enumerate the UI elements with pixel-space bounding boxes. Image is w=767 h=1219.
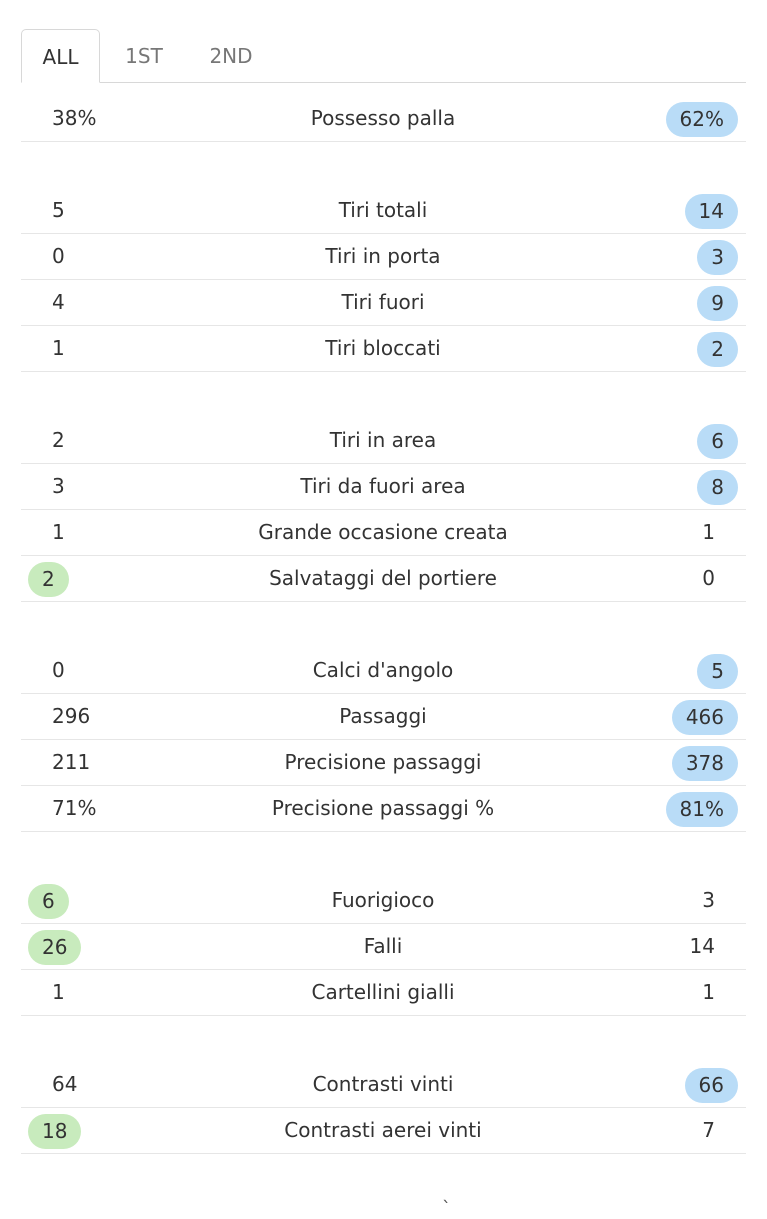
group-spacer	[21, 372, 746, 418]
stat-row: 5 Tiri totali 14	[21, 188, 746, 234]
home-value: 2	[52, 428, 65, 452]
home-value: 1	[52, 336, 65, 360]
stat-row: 0 Tiri in porta 3	[21, 234, 746, 280]
tab-2nd[interactable]: 2ND	[209, 44, 253, 68]
stat-row: 1 Grande occasione creata 1	[21, 510, 746, 556]
stat-label: Possesso palla	[310, 106, 456, 130]
group-spacer	[21, 142, 746, 188]
stat-label: Tiri bloccati	[325, 336, 441, 360]
away-value: 1	[702, 980, 715, 1004]
away-value: 8	[697, 470, 738, 505]
stat-label: Tiri totali	[338, 198, 428, 222]
tab-all[interactable]: ALL	[21, 29, 100, 83]
home-value: 18	[28, 1114, 82, 1149]
group-spacer	[21, 1016, 746, 1062]
away-value: 378	[671, 746, 738, 781]
home-value: 71%	[52, 796, 97, 820]
stat-row: 38% Possesso palla 62%	[21, 96, 746, 142]
stat-label: Grande occasione creata	[258, 520, 508, 544]
away-value: 2	[697, 332, 738, 367]
stat-row: 3 Tiri da fuori area 8	[21, 464, 746, 510]
stat-label: Tiri in porta	[325, 244, 441, 268]
stat-label: Tiri fuori	[341, 290, 425, 314]
home-value: 64	[52, 1072, 78, 1096]
away-value: 3	[702, 888, 715, 912]
stat-row: 2 Salvataggi del portiere 0	[21, 556, 746, 602]
group-spacer	[21, 602, 746, 648]
away-value: 14	[689, 934, 715, 958]
away-value: 6	[697, 424, 738, 459]
stat-row: 1 Cartellini gialli 1	[21, 970, 746, 1016]
home-value: 4	[52, 290, 65, 314]
away-value: 1	[702, 520, 715, 544]
home-value: 5	[52, 198, 65, 222]
stat-label: Precisione passaggi	[284, 750, 482, 774]
away-value: 14	[684, 194, 738, 229]
stat-row: 4 Tiri fuori 9	[21, 280, 746, 326]
stat-row: 64 Contrasti vinti 66	[21, 1062, 746, 1108]
tab-1st[interactable]: 1ST	[125, 44, 163, 68]
stat-row: 211 Precisione passaggi 378	[21, 740, 746, 786]
away-value: 466	[671, 700, 738, 735]
home-value: 296	[52, 704, 91, 728]
stat-row: 26 Falli 14	[21, 924, 746, 970]
home-value: 0	[52, 244, 65, 268]
away-value: 66	[684, 1068, 738, 1103]
period-tabs: ALL 1ST 2ND	[21, 29, 746, 83]
stat-label: Calci d'angolo	[312, 658, 454, 682]
stat-row: 296 Passaggi 466	[21, 694, 746, 740]
home-value: 1	[52, 520, 65, 544]
stat-label: Contrasti vinti	[312, 1072, 454, 1096]
home-value: 26	[28, 930, 82, 965]
stat-label: Precisione passaggi %	[271, 796, 495, 820]
away-value: 0	[702, 566, 715, 590]
stat-row: 1 Tiri bloccati 2	[21, 326, 746, 372]
home-value: 3	[52, 474, 65, 498]
away-value: 5	[697, 654, 738, 689]
home-value: 6	[28, 884, 69, 919]
away-value: 81%	[665, 792, 738, 827]
home-value: 0	[52, 658, 65, 682]
stat-row: 2 Tiri in area 6	[21, 418, 746, 464]
stat-label: Salvataggi del portiere	[269, 566, 497, 590]
home-value: 211	[52, 750, 91, 774]
stat-row: 0 Calci d'angolo 5	[21, 648, 746, 694]
stat-label: Contrasti aerei vinti	[284, 1118, 482, 1142]
stat-label: Passaggi	[339, 704, 427, 728]
away-value: 7	[702, 1118, 715, 1142]
bottom-mark: `	[442, 1198, 451, 1219]
away-value: 9	[697, 286, 738, 321]
stat-label: Tiri da fuori area	[300, 474, 466, 498]
home-value: 1	[52, 980, 65, 1004]
stat-label: Cartellini gialli	[311, 980, 455, 1004]
stat-label: Falli	[363, 934, 403, 958]
stat-label: Tiri in area	[329, 428, 437, 452]
away-value: 3	[697, 240, 738, 275]
stat-row: 71% Precisione passaggi % 81%	[21, 786, 746, 832]
home-value: 2	[28, 562, 69, 597]
stat-row: 6 Fuorigioco 3	[21, 878, 746, 924]
stat-label: Fuorigioco	[331, 888, 435, 912]
away-value: 62%	[665, 102, 738, 137]
home-value: 38%	[52, 106, 97, 130]
group-spacer	[21, 832, 746, 878]
stat-row: 18 Contrasti aerei vinti 7	[21, 1108, 746, 1154]
match-stats-table: 38% Possesso palla 62% 5 Tiri totali 14 0 Tiri …	[21, 96, 746, 1154]
